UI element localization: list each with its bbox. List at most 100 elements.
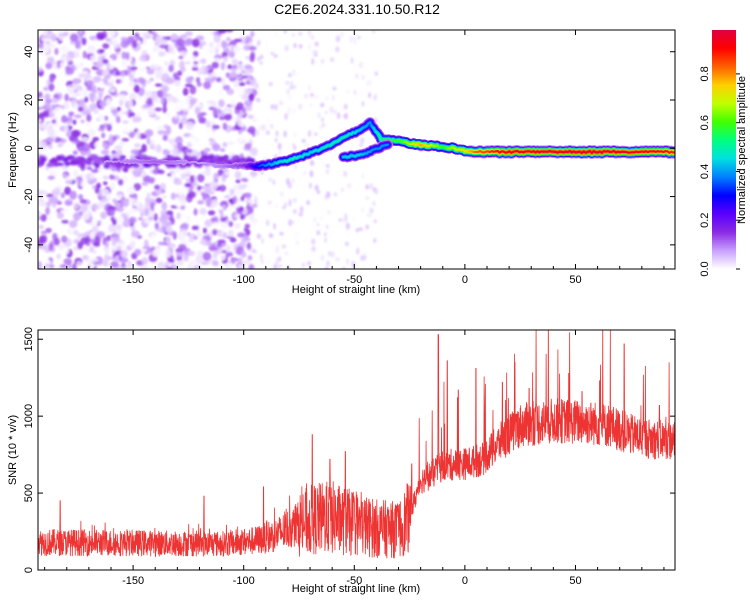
spectrogram-noise-blob: [164, 249, 172, 258]
spectrogram-noise-blob: [210, 217, 218, 222]
spectrogram-noise-blob: [338, 218, 343, 222]
spectrogram-noise-blob: [73, 169, 78, 177]
spectrogram-noise-blob: [129, 66, 138, 71]
spectrogram-noise-blob: [330, 158, 334, 164]
spectrogram-noise-blob: [102, 59, 109, 64]
spectrogram-noise-blob: [74, 114, 82, 119]
spectrogram-noise-blob: [286, 88, 290, 95]
spectrogram-noise-blob: [335, 46, 340, 53]
spectrogram-noise-blob: [360, 207, 365, 213]
spectrogram-noise-blob: [122, 168, 129, 173]
spectrogram-trace-blob: [68, 161, 78, 166]
spectrogram-noise-blob: [63, 246, 70, 255]
spectrogram-noise-blob: [238, 184, 247, 190]
spectrogram-noise-blob: [154, 184, 161, 190]
spectrogram-noise-blob: [212, 250, 219, 258]
spectrogram-noise-blob: [195, 255, 204, 264]
spectrogram-noise-blob: [307, 130, 312, 138]
spectrogram-noise-blob: [185, 121, 195, 130]
spectrogram-noise-blob: [109, 174, 115, 180]
spectrogram-noise-blob: [115, 51, 121, 55]
spectrogram-noise-blob: [140, 135, 148, 139]
spectrogram-noise-blob: [141, 143, 147, 153]
spectrogram-noise-blob: [250, 147, 258, 157]
spectrogram-noise-blob: [157, 130, 166, 135]
spectrogram-noise-blob: [247, 114, 254, 119]
spectrogram-noise-blob: [346, 182, 352, 189]
spectrogram-noise-blob: [94, 256, 104, 266]
spectrogram-noise-blob: [306, 260, 312, 267]
spectrogram-noise-blob: [107, 78, 115, 84]
spectrogram-noise-blob: [119, 141, 126, 146]
spectrogram-noise-blob: [80, 233, 89, 238]
spectrogram-noise-blob: [258, 84, 262, 91]
spectrogram-noise-blob: [237, 257, 243, 263]
spectrogram-noise-blob: [199, 124, 208, 129]
spectrogram-noise-blob: [62, 173, 68, 179]
spectrogram-noise-blob: [98, 91, 103, 100]
spectrogram-noise-blob: [107, 30, 116, 37]
spectrogram-noise-blob: [360, 137, 365, 144]
spectrogram-noise-blob: [141, 257, 149, 266]
spectrogram-noise-blob: [215, 77, 222, 83]
colorbar-tick-label: 0.0: [699, 261, 711, 276]
spectrogram-noise-blob: [353, 34, 358, 38]
spectrogram-noise-blob: [92, 185, 97, 190]
spectrogram-noise-blob: [162, 87, 167, 96]
spectrogram-noise-blob: [316, 190, 321, 194]
spectrogram-noise-blob: [316, 222, 320, 227]
spectrogram-noise-blob: [255, 82, 259, 90]
spectrogram-noise-blob: [224, 170, 230, 176]
spectrogram-noise-blob: [311, 58, 315, 65]
spectrogram-noise-blob: [373, 93, 378, 99]
spectrogram-noise-blob: [265, 260, 270, 265]
spectrogram-noise-blob: [92, 249, 97, 254]
spectrogram-noise-blob: [41, 34, 48, 39]
spectrogram-noise-blob: [151, 94, 157, 102]
spectrogram-noise-blob: [339, 31, 345, 38]
spectrogram-noise-blob: [106, 235, 112, 242]
spectrogram-noise-blob: [250, 30, 255, 38]
spectrogram-noise-blob: [353, 90, 357, 95]
spectrogram-noise-blob: [110, 108, 119, 115]
spectrogram-noise-blob: [344, 103, 348, 110]
spectrogram-noise-blob: [183, 38, 193, 46]
spectrogram-noise-blob: [368, 92, 372, 99]
spectrogram-noise-blob: [82, 50, 87, 59]
spectrogram-noise-blob: [272, 179, 276, 186]
spectrogram-x-axis-tick-label: -150: [122, 274, 144, 286]
spectrogram-noise-blob: [363, 255, 366, 261]
spectrogram-noise-blob: [193, 61, 199, 65]
spectrogram-noise-blob: [292, 33, 295, 37]
spectrogram-noise-blob: [100, 211, 107, 220]
spectrogram-noise-blob: [295, 240, 300, 246]
spectrogram-noise-blob: [147, 216, 154, 221]
spectrogram-noise-blob: [235, 200, 244, 209]
spectrogram-noise-blob: [140, 98, 146, 106]
spectrogram-noise-blob: [184, 183, 192, 188]
spectrogram-noise-blob: [251, 220, 258, 228]
spectrogram-noise-blob: [115, 115, 121, 124]
spectrogram-noise-blob: [243, 227, 249, 233]
spectrogram-noise-blob: [187, 190, 197, 199]
spectrogram-noise-blob: [127, 198, 137, 203]
spectrogram-noise-blob: [289, 85, 294, 90]
spectrogram-noise-blob: [236, 87, 245, 97]
spectrogram-noise-blob: [40, 214, 47, 222]
spectrogram-noise-blob: [156, 188, 162, 195]
spectrogram-noise-blob: [178, 243, 187, 251]
spectrogram-noise-blob: [212, 260, 219, 267]
spectrogram-noise-blob: [259, 61, 263, 65]
spectrogram-noise-blob: [110, 261, 118, 268]
spectrogram-noise-blob: [162, 105, 167, 114]
spectrogram-noise-blob: [134, 166, 141, 175]
spectrogram-noise-blob: [189, 175, 195, 184]
spectrogram-noise-blob: [60, 192, 65, 199]
spectrogram-noise-blob: [89, 230, 96, 240]
spectrogram-trace-blob: [132, 163, 140, 168]
spectrogram-noise-blob: [131, 230, 140, 238]
spectrogram-noise-blob: [234, 222, 241, 229]
spectrogram-noise-blob: [371, 30, 376, 34]
spectrogram-noise-blob: [270, 123, 274, 130]
